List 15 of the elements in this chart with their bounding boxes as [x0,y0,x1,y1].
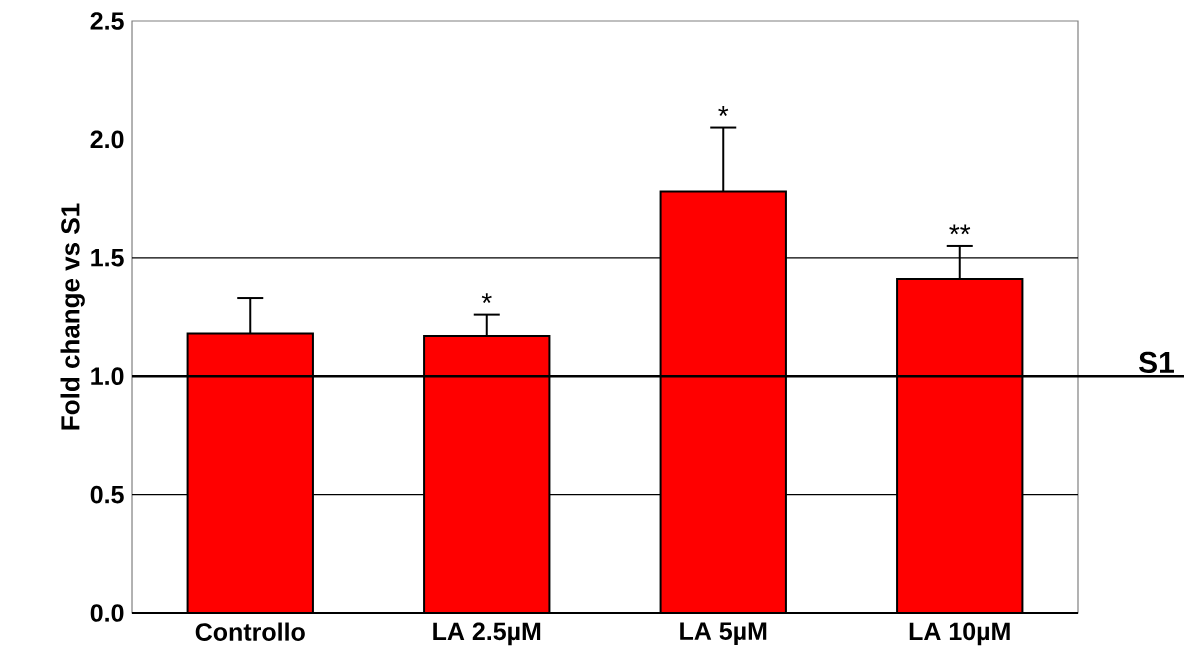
x-tick-label: Controllo [195,622,305,641]
annotation: ** [949,224,971,235]
y-tick-label: 0.0 [90,604,124,622]
x-tick-label: LA 10µM [909,622,1010,646]
y-axis-title: Fold change vs S1 [60,203,85,430]
x-tick-label: LA 5µM [680,622,767,645]
x-tick-label: LA 2.5µM [433,622,541,646]
ref-line-label: S1 [1138,351,1174,373]
annotation: * [481,293,492,303]
y-tick-label: 2.5 [90,12,124,30]
y-tick-label: 1.0 [91,367,124,386]
y-tick-label: 1.5 [91,249,124,267]
annotation: * [718,106,729,116]
y-tick-label: 0.5 [90,485,124,504]
y-tick-label: 2.0 [90,130,124,149]
